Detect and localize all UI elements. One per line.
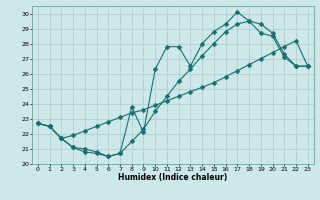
X-axis label: Humidex (Indice chaleur): Humidex (Indice chaleur) <box>118 173 228 182</box>
